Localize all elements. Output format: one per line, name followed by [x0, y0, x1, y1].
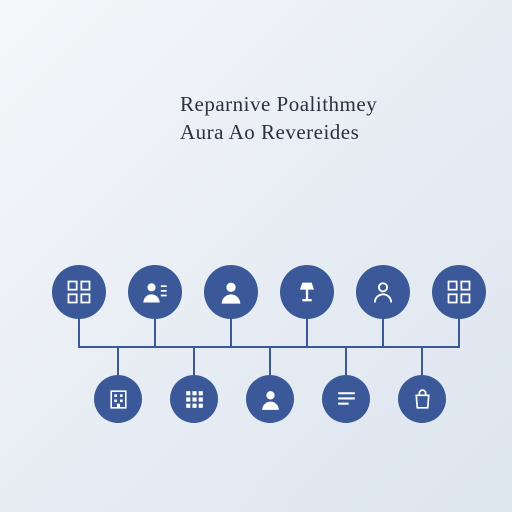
connector-segment [117, 347, 119, 375]
text-lines-icon [334, 387, 359, 412]
title-block: Reparnive Poalithmey Aura Ao Revereides [180, 90, 377, 147]
connector-segment [382, 319, 384, 347]
grid-small-icon [182, 387, 207, 412]
node-top-5 [356, 265, 410, 319]
network-diagram [40, 265, 472, 445]
node-top-2 [128, 265, 182, 319]
grid-icon [445, 278, 473, 306]
connector-segment [458, 319, 460, 347]
person-outline-icon [369, 278, 397, 306]
connector-segment [306, 346, 347, 348]
connector-segment [154, 319, 156, 347]
node-bot-5 [398, 375, 446, 423]
connector-segment [421, 346, 460, 348]
connector-segment [78, 346, 119, 348]
connector-segment [306, 319, 308, 347]
connector-segment [193, 346, 232, 348]
node-top-1 [52, 265, 106, 319]
lamp-icon [293, 278, 321, 306]
building-icon [106, 387, 131, 412]
connector-segment [382, 346, 423, 348]
node-bot-1 [94, 375, 142, 423]
connector-segment [269, 346, 308, 348]
title-line-2: Aura Ao Revereides [180, 118, 377, 146]
node-top-6 [432, 265, 486, 319]
connector-segment [193, 347, 195, 375]
node-bot-2 [170, 375, 218, 423]
title-line-1: Reparnive Poalithmey [180, 90, 377, 118]
connector-segment [269, 347, 271, 375]
connector-segment [421, 347, 423, 375]
person-lines-icon [141, 278, 169, 306]
connector-segment [154, 346, 195, 348]
node-top-4 [280, 265, 334, 319]
connector-segment [230, 319, 232, 347]
bag-icon [410, 387, 435, 412]
node-bot-4 [322, 375, 370, 423]
connector-segment [78, 319, 80, 347]
person-icon [258, 387, 283, 412]
grid-icon [65, 278, 93, 306]
person-icon [217, 278, 245, 306]
connector-segment [345, 347, 347, 375]
connector-segment [117, 346, 156, 348]
node-top-3 [204, 265, 258, 319]
connector-segment [345, 346, 384, 348]
node-bot-3 [246, 375, 294, 423]
connector-segment [230, 346, 271, 348]
